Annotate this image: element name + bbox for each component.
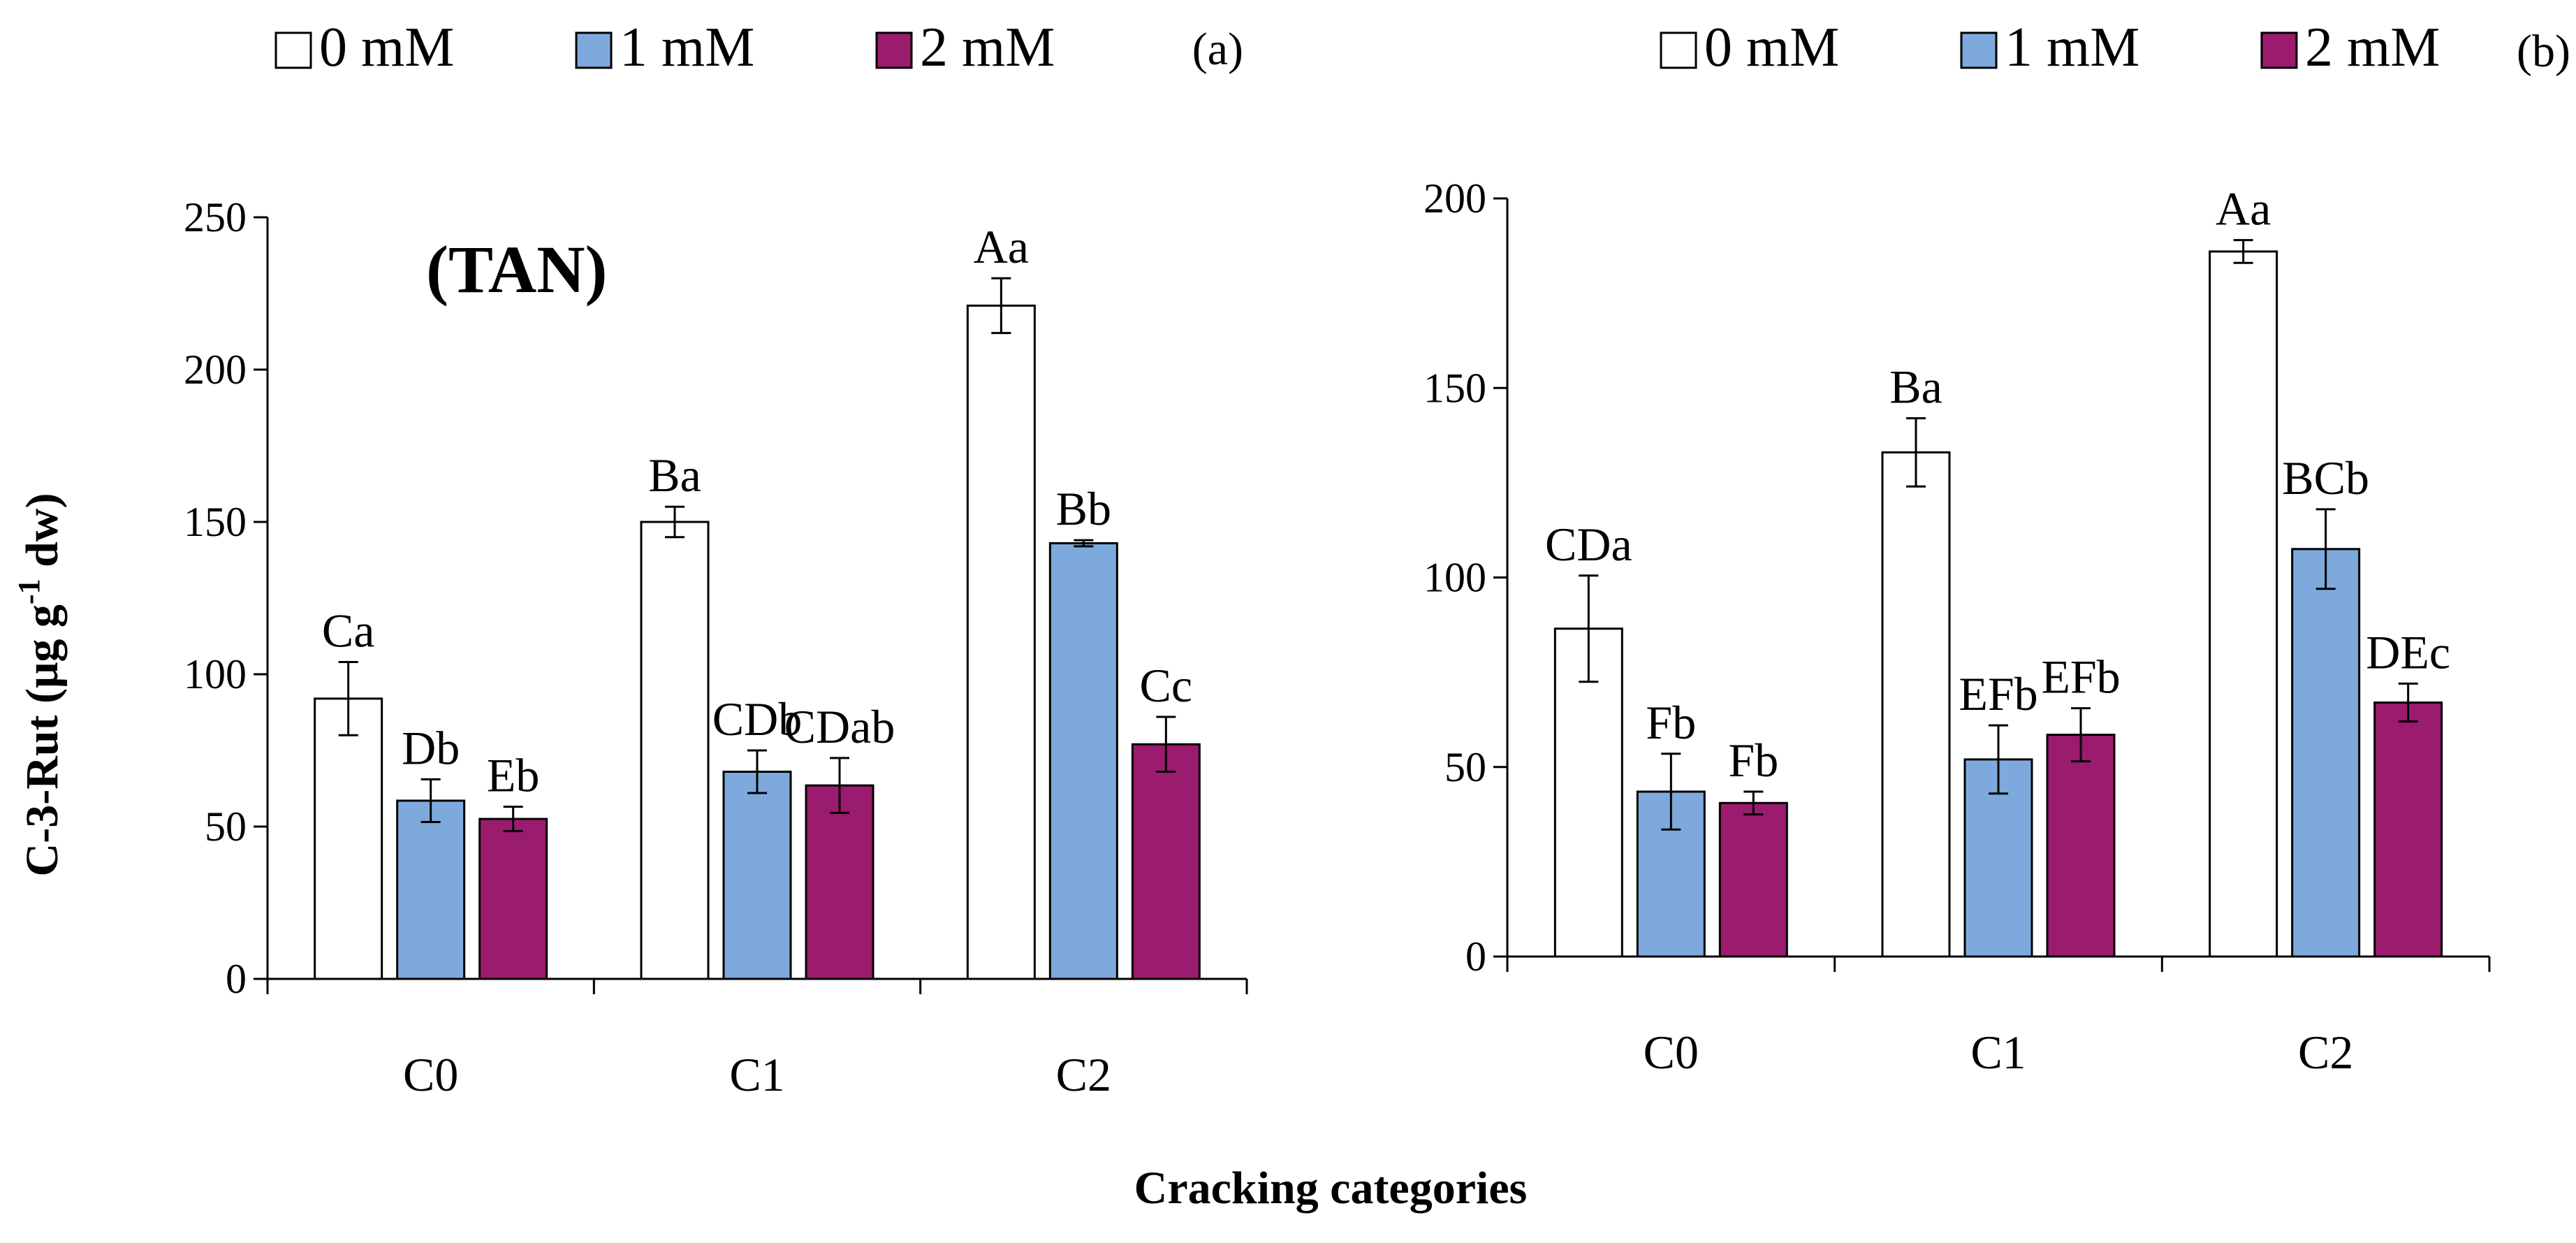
y-tick-label: 50 bbox=[205, 804, 247, 850]
panel-a-annotation: (TAN) bbox=[426, 232, 608, 307]
significance-label: Aa bbox=[2216, 182, 2271, 235]
panel-b: (b) 0 mM 1 mM 2 mM 0 50 100 150 200 C0 C1 C2 CDa B… bbox=[1424, 17, 2570, 1079]
legend-swatch bbox=[1660, 31, 1697, 69]
significance-label: Ca bbox=[322, 604, 375, 657]
significance-label: Ba bbox=[1889, 361, 1942, 414]
legend-swatch bbox=[1960, 31, 1998, 69]
y-tick-label: 150 bbox=[1424, 365, 1486, 411]
panel-a-label: (a) bbox=[1192, 24, 1243, 75]
legend-swatch bbox=[2260, 31, 2298, 69]
significance-label: Eb bbox=[487, 749, 540, 802]
y-axis-label: C-3-Rut (μg g-1 dw) bbox=[12, 493, 68, 877]
legend-label: 1 mM bbox=[2005, 17, 2139, 78]
bar bbox=[1553, 627, 1623, 958]
bar bbox=[2046, 734, 2116, 958]
panel-b-label: (b) bbox=[2517, 26, 2570, 77]
panel-b-bars: CDa Ba Aa Fb EFb BCb Fb EFb DEc bbox=[1545, 182, 2450, 958]
significance-label: Fb bbox=[1646, 696, 1696, 749]
significance-label: Fb bbox=[1728, 734, 1778, 787]
bar bbox=[478, 817, 548, 980]
y-tick-label: 250 bbox=[184, 194, 247, 240]
x-tick-label: C1 bbox=[729, 1048, 784, 1101]
x-tick-label: C0 bbox=[1644, 1026, 1699, 1079]
y-tick-label: 200 bbox=[184, 347, 247, 393]
legend-swatch bbox=[875, 31, 913, 69]
legend-label: 2 mM bbox=[2305, 17, 2440, 78]
significance-label: Cc bbox=[1140, 659, 1193, 712]
bar bbox=[2209, 250, 2278, 958]
y-tick-label: 150 bbox=[184, 499, 247, 545]
y-tick-label: 0 bbox=[226, 956, 247, 1002]
y-tick-label: 50 bbox=[1444, 744, 1486, 790]
bar bbox=[966, 304, 1036, 980]
bar bbox=[396, 799, 466, 980]
significance-label: DEc bbox=[2366, 625, 2450, 678]
significance-label: Bb bbox=[1056, 482, 1111, 535]
significance-label: EFb bbox=[2041, 650, 2120, 704]
panel-a-legend: 0 mM 1 mM 2 mM bbox=[275, 17, 1055, 78]
y-tick-label: 100 bbox=[184, 651, 247, 697]
panel-a: (a) (TAN) 0 mM 1 mM 2 mM 0 50 100 150 200 250 C0… bbox=[12, 17, 1248, 1101]
x-tick-label: C1 bbox=[1970, 1026, 2026, 1079]
bar bbox=[1048, 542, 1118, 980]
legend-label: 2 mM bbox=[920, 17, 1055, 78]
x-tick-label: C2 bbox=[1056, 1048, 1111, 1101]
legend-label: 0 mM bbox=[319, 17, 454, 78]
x-axis-label: Cracking categories bbox=[1134, 1163, 1528, 1214]
bar bbox=[2373, 702, 2443, 958]
legend-label: 0 mM bbox=[1704, 17, 1839, 78]
y-tick-label: 100 bbox=[1424, 555, 1486, 601]
x-tick-label: C2 bbox=[2298, 1026, 2353, 1079]
bar bbox=[2291, 548, 2361, 958]
significance-label: Ba bbox=[648, 449, 701, 502]
panel-b-legend: 0 mM 1 mM 2 mM bbox=[1660, 17, 2440, 78]
legend-label: 1 mM bbox=[620, 17, 754, 78]
panel-a-axes: 0 50 100 150 200 250 C0 C1 C2 bbox=[184, 194, 1248, 1101]
bar bbox=[805, 784, 874, 980]
significance-label: CDb bbox=[712, 692, 802, 746]
significance-label: Db bbox=[402, 721, 460, 774]
panel-a-bars: Ca Ba Aa Db CDb Bb Eb CDab Cc bbox=[314, 220, 1201, 980]
bar bbox=[1131, 743, 1201, 980]
significance-label: Aa bbox=[974, 220, 1029, 273]
significance-label: CDab bbox=[784, 700, 895, 753]
significance-label: CDa bbox=[1545, 518, 1632, 571]
bar bbox=[722, 771, 792, 980]
x-tick-label: C0 bbox=[403, 1048, 458, 1101]
bar bbox=[314, 697, 383, 980]
significance-label: EFb bbox=[1959, 667, 2037, 720]
bar bbox=[1881, 451, 1951, 958]
legend-swatch bbox=[575, 31, 613, 69]
legend-swatch bbox=[275, 31, 312, 69]
y-tick-label: 200 bbox=[1424, 175, 1486, 221]
y-tick-label: 0 bbox=[1465, 933, 1486, 980]
bar bbox=[640, 521, 710, 980]
bar bbox=[1718, 801, 1788, 958]
significance-label: BCb bbox=[2282, 451, 2369, 504]
